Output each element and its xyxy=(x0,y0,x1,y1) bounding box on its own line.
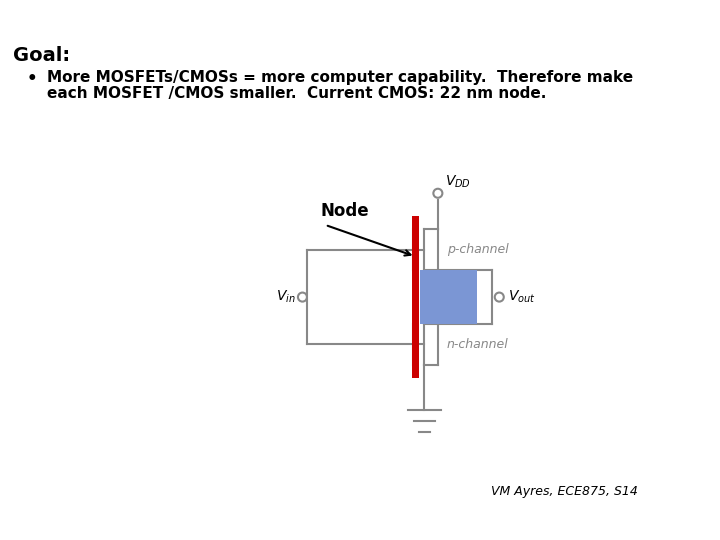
Text: $V_{in}$: $V_{in}$ xyxy=(276,289,295,305)
Text: n-channel: n-channel xyxy=(447,338,508,351)
Bar xyxy=(412,216,419,379)
Text: •: • xyxy=(27,70,37,87)
Text: each MOSFET /CMOS smaller.  Current CMOS: 22 nm node.: each MOSFET /CMOS smaller. Current CMOS:… xyxy=(47,86,546,101)
Text: VM Ayres, ECE875, S14: VM Ayres, ECE875, S14 xyxy=(490,484,637,497)
Text: Goal:: Goal: xyxy=(13,46,70,65)
Text: More MOSFETs/CMOSs = more computer capability.  Therefore make: More MOSFETs/CMOSs = more computer capab… xyxy=(47,70,633,85)
Text: $V_{DD}$: $V_{DD}$ xyxy=(445,173,471,190)
Text: p-channel: p-channel xyxy=(447,243,508,256)
Bar xyxy=(420,270,477,324)
Text: Node: Node xyxy=(320,202,369,220)
Text: $V_{out}$: $V_{out}$ xyxy=(508,289,536,305)
